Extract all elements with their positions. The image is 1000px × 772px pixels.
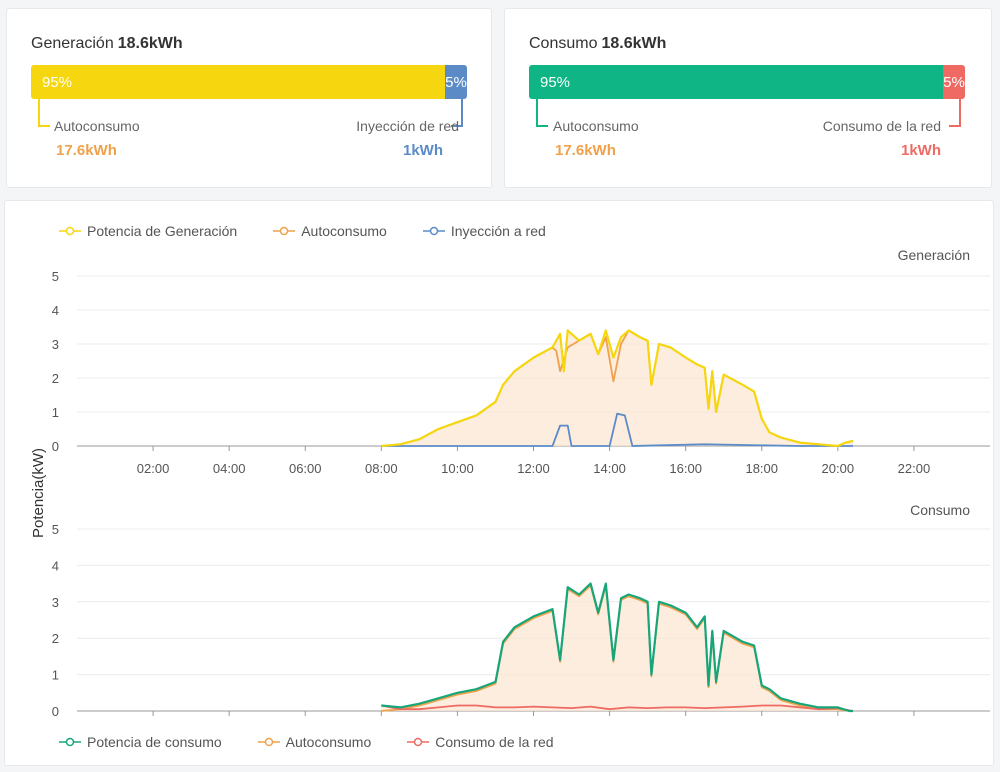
legend-marker-icon xyxy=(407,737,430,747)
legend-marker-icon xyxy=(59,226,81,236)
legend-marker-icon xyxy=(59,737,81,747)
x-tick-label: 16:00 xyxy=(669,461,702,476)
legend-top: Potencia de Generación Autoconsumo Inyecci… xyxy=(59,223,582,239)
y-tick-label: 1 xyxy=(52,668,59,683)
legend-label: Consumo de la red xyxy=(435,734,554,750)
area-fill xyxy=(381,583,854,711)
consumo-left-label: Autoconsumo xyxy=(553,118,639,134)
legend-label: Autoconsumo xyxy=(301,223,387,239)
generacion-card: Generación 18.6kWh 95% 5% Autoconsumo Iny… xyxy=(6,8,492,188)
legend-marker-icon xyxy=(257,737,280,747)
legend-item[interactable]: Autoconsumo xyxy=(257,734,372,750)
x-tick-label: 02:00 xyxy=(137,461,170,476)
x-tick-label: 04:00 xyxy=(213,461,246,476)
y-tick-label: 5 xyxy=(52,522,59,537)
generacion-bar-inyeccion: 5% xyxy=(445,65,467,99)
generacion-right-label: Inyección de red xyxy=(356,118,459,134)
legend-bottom: Potencia de consumo Autoconsumo Consumo de… xyxy=(59,734,590,750)
x-tick-label: 12:00 xyxy=(517,461,550,476)
generacion-total: 18.6kWh xyxy=(117,35,183,52)
y-tick-label: 0 xyxy=(52,704,59,719)
area-fill xyxy=(381,330,854,446)
consumo-right-label: Consumo de la red xyxy=(822,118,941,134)
generacion-title: Generación 18.6kWh xyxy=(31,35,183,53)
y-tick-label: 4 xyxy=(52,303,59,318)
x-tick-label: 22:00 xyxy=(898,461,931,476)
x-tick-label: 14:00 xyxy=(593,461,626,476)
legend-item[interactable]: Consumo de la red xyxy=(407,734,554,750)
consumo-bar: 95% 5% xyxy=(529,65,965,99)
legend-item[interactable]: Potencia de consumo xyxy=(59,734,222,750)
generacion-bracket-right xyxy=(451,99,463,127)
y-tick-label: 5 xyxy=(52,269,59,284)
consumo-bar-autoconsumo: 95% xyxy=(529,65,943,99)
legend-item[interactable]: Inyección a red xyxy=(422,223,546,239)
consumo-bracket-left xyxy=(536,99,548,127)
legend-label: Autoconsumo xyxy=(285,734,372,750)
legend-label: Inyección a red xyxy=(450,223,546,239)
series-line xyxy=(381,704,854,712)
legend-label: Potencia de Generación xyxy=(87,223,238,239)
x-tick-label: 10:00 xyxy=(441,461,474,476)
x-tick-label: 08:00 xyxy=(365,461,398,476)
consumo-title: Consumo 18.6kWh xyxy=(529,35,666,53)
legend-item[interactable]: Potencia de Generación xyxy=(59,223,237,239)
generacion-left-label: Autoconsumo xyxy=(54,118,140,134)
y-tick-label: 2 xyxy=(52,631,59,646)
x-tick-label: 06:00 xyxy=(289,461,322,476)
series-line xyxy=(381,329,854,448)
power-charts-svg: 0 1 2 3 4 5 02:00 04:00 06:00 08:00 10:00 12:00 14:0… xyxy=(30,247,990,719)
generacion-bar-autoconsumo: 95% xyxy=(31,65,445,99)
consumo-right-value: 1kWh xyxy=(900,142,941,159)
consumo-left-value: 17.6kWh xyxy=(555,142,616,159)
chart-title: Consumo xyxy=(910,502,970,518)
consumo-bracket-right xyxy=(949,99,961,127)
consumo-total: 18.6kWh xyxy=(601,35,667,52)
legend-item[interactable]: Autoconsumo xyxy=(273,223,387,239)
legend-marker-icon xyxy=(273,226,296,236)
chart-title: Generación xyxy=(898,247,970,263)
y-tick-label: 4 xyxy=(52,558,59,573)
series-line xyxy=(381,412,853,447)
x-tick-label: 20:00 xyxy=(822,461,855,476)
generacion-right-value: 1kWh xyxy=(402,142,443,159)
y-tick-label: 3 xyxy=(52,337,59,352)
x-tick-label: 18:00 xyxy=(745,461,778,476)
legend-label: Potencia de consumo xyxy=(87,734,222,750)
consumo-bar-red: 5% xyxy=(943,65,965,99)
generacion-title-label: Generación xyxy=(31,35,114,52)
y-tick-label: 1 xyxy=(52,405,59,420)
series-line xyxy=(381,582,853,713)
y-tick-label: 2 xyxy=(52,371,59,386)
generacion-bar: 95% 5% xyxy=(31,65,467,99)
power-charts-card: Potencia de Generación Autoconsumo Inyecci… xyxy=(4,200,994,766)
y-axis-label: Potencia(kW) xyxy=(30,448,47,538)
consumo-title-label: Consumo xyxy=(529,35,598,52)
legend-marker-icon xyxy=(422,226,445,236)
y-tick-label: 3 xyxy=(52,595,59,610)
generacion-left-value: 17.6kWh xyxy=(56,142,117,159)
y-tick-label: 0 xyxy=(52,439,59,454)
consumo-card: Consumo 18.6kWh 95% 5% Autoconsumo Consum… xyxy=(504,8,992,188)
generacion-bracket-left xyxy=(38,99,50,127)
